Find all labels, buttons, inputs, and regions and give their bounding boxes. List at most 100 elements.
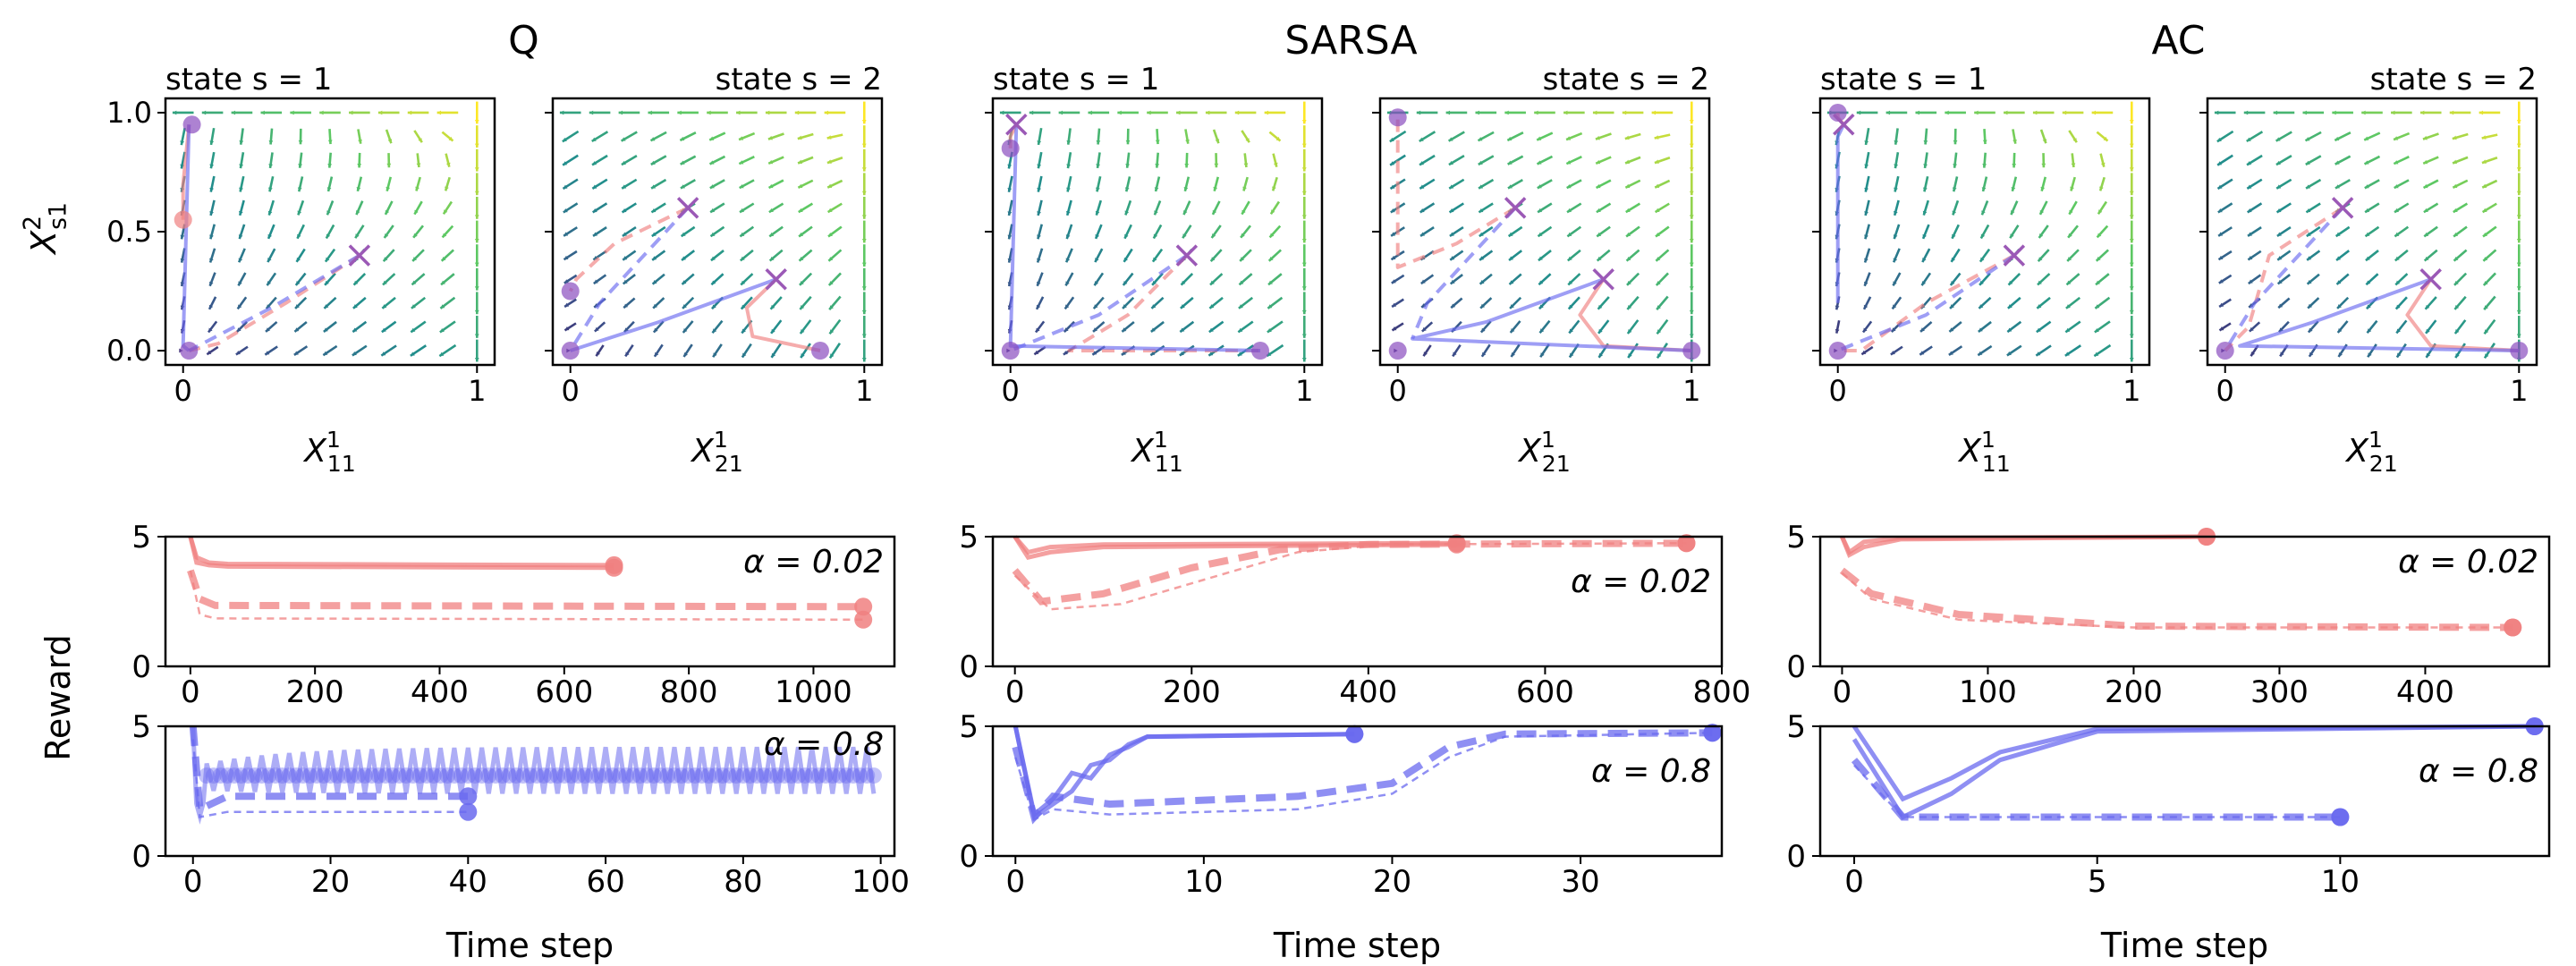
field-arrowhead bbox=[861, 262, 867, 267]
field-arrowhead bbox=[1065, 281, 1070, 286]
reward-marker bbox=[212, 767, 229, 784]
reward-line-dashed-thin bbox=[191, 739, 469, 818]
field-arrowhead bbox=[2004, 110, 2008, 115]
field-arrowhead bbox=[2214, 110, 2219, 115]
field-arrowhead bbox=[1037, 234, 1041, 240]
field-arrowhead bbox=[1154, 187, 1159, 192]
reward-marker bbox=[535, 767, 552, 784]
field-arrowhead bbox=[1301, 358, 1307, 362]
field-arrowhead bbox=[622, 208, 627, 213]
field-arrowhead bbox=[439, 352, 445, 357]
field-arrowhead bbox=[231, 110, 236, 115]
x-axis-label: X1 21 bbox=[1517, 427, 1571, 477]
field-arrowhead bbox=[710, 232, 716, 237]
field-arrowhead bbox=[2366, 280, 2371, 285]
field-arrowhead bbox=[2423, 208, 2428, 213]
field-arrowhead bbox=[827, 183, 833, 188]
field-arrowhead bbox=[474, 334, 479, 338]
field-arrowhead bbox=[2391, 110, 2395, 115]
field-arrowhead bbox=[618, 110, 623, 115]
field-arrowhead bbox=[209, 140, 215, 145]
field-arrowhead bbox=[387, 139, 393, 144]
field-arrowhead bbox=[2041, 163, 2046, 168]
field-arrowhead bbox=[1922, 233, 1927, 239]
field-arrowhead bbox=[2481, 159, 2487, 164]
reward-marker bbox=[645, 767, 662, 784]
field-arrowhead bbox=[1243, 163, 1249, 167]
field-arrowhead bbox=[1979, 304, 1984, 309]
field-arrowhead bbox=[1095, 233, 1099, 239]
field-arrowhead bbox=[1451, 303, 1456, 309]
x-tick-label: 600 bbox=[535, 674, 593, 710]
field-arrowhead bbox=[1124, 187, 1130, 192]
field-arrowhead bbox=[1478, 160, 1483, 165]
field-arrowhead bbox=[260, 110, 265, 115]
field-arrowhead bbox=[1390, 208, 1395, 213]
axis-ticks: 0 1 0.0 0.5 1.0 bbox=[106, 96, 486, 408]
alpha-annotation: α = 0.8 bbox=[764, 726, 884, 763]
field-arrowhead bbox=[1238, 304, 1243, 309]
field-arrowhead bbox=[739, 136, 744, 140]
field-arrowhead bbox=[1568, 304, 1573, 309]
reward-panel-q-slow: 0 200 400 600 800 1000 0 5 α = 0.02 bbox=[131, 520, 896, 710]
field-arrowhead bbox=[209, 211, 214, 216]
reward-line-dashed-thin bbox=[189, 570, 864, 622]
field-arrowhead bbox=[680, 136, 685, 141]
field-arrowhead bbox=[209, 164, 215, 169]
field-arrowhead bbox=[2103, 136, 2108, 141]
reward-marker bbox=[281, 767, 298, 784]
field-arrowhead bbox=[1391, 232, 1396, 236]
y-tick-label: 5 bbox=[1786, 520, 1806, 555]
field-arrowhead bbox=[1123, 257, 1128, 262]
field-arrowhead bbox=[1037, 164, 1042, 169]
field-arrowhead bbox=[621, 160, 626, 165]
field-arrowhead bbox=[2010, 233, 2014, 239]
field-arrowhead bbox=[1923, 187, 1928, 192]
field-arrowhead bbox=[625, 352, 630, 357]
field-arrowhead bbox=[323, 351, 328, 356]
field-arrowhead bbox=[2337, 327, 2343, 333]
reward-marker bbox=[844, 767, 861, 784]
field-arrowhead bbox=[765, 110, 770, 115]
reward-panel-ac-slow: 0 100 200 300 400 0 5 α = 0.02 bbox=[1786, 520, 2551, 710]
field-arrowhead bbox=[798, 183, 803, 189]
field-arrowhead bbox=[1949, 327, 1954, 332]
start-marker bbox=[2331, 197, 2354, 219]
field-arrowhead bbox=[1007, 234, 1013, 240]
field-arrowhead bbox=[861, 143, 867, 148]
reward-endpoint bbox=[1677, 534, 1696, 553]
field-arrowhead bbox=[861, 286, 867, 291]
reward-marker bbox=[769, 767, 786, 784]
field-arrowhead bbox=[1626, 232, 1631, 237]
reward-marker bbox=[246, 767, 263, 784]
field-arrowhead bbox=[1597, 232, 1602, 237]
field-arrowhead bbox=[1980, 233, 1986, 239]
field-arrowhead bbox=[1096, 164, 1101, 168]
field-arrowhead bbox=[1036, 304, 1041, 309]
field-arrowhead bbox=[1864, 140, 1869, 145]
trajectory-blue-solid bbox=[1411, 277, 1692, 352]
field-arrowhead bbox=[563, 184, 568, 190]
field-arrowhead bbox=[2248, 279, 2253, 284]
field-arrowhead bbox=[2516, 262, 2521, 267]
field-arrowhead bbox=[207, 350, 212, 355]
field-arrowhead bbox=[826, 159, 832, 164]
field-arrowhead bbox=[564, 255, 569, 260]
field-arrowhead bbox=[239, 187, 243, 192]
field-arrowhead bbox=[2455, 353, 2460, 359]
field-arrowhead bbox=[654, 352, 659, 357]
x-tick-label: 0 bbox=[1833, 674, 1852, 710]
x-tick-label: 0 bbox=[174, 374, 192, 408]
field-arrowhead bbox=[1951, 257, 1955, 262]
state-label: state s = 2 bbox=[716, 62, 882, 97]
field-arrowhead bbox=[326, 187, 332, 192]
field-arrowhead bbox=[237, 304, 242, 309]
trajectory-red-solid bbox=[1578, 278, 1692, 352]
field-arrowhead bbox=[1180, 327, 1185, 333]
field-arrowhead bbox=[682, 280, 687, 284]
field-arrowhead bbox=[1534, 110, 1538, 115]
field-arrowhead bbox=[1689, 334, 1694, 338]
field-arrowhead bbox=[1835, 305, 1840, 310]
field-arrowhead bbox=[709, 136, 715, 140]
field-arrowhead bbox=[267, 233, 272, 239]
